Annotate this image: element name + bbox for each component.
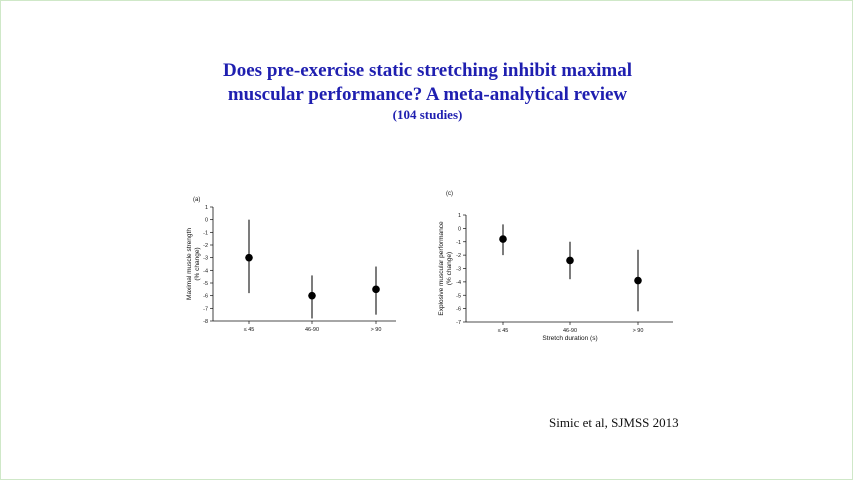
data-point bbox=[372, 285, 380, 294]
y-tick-label: 1 bbox=[205, 205, 208, 211]
data-point bbox=[634, 276, 642, 285]
chart-panel-c: (c) 1 0 -1 -2 -3 -4 -5 -6 -7 ≤ 45 46-90 > 90 Explosiv… bbox=[438, 191, 673, 342]
x-axis-label: Stretch duration (s) bbox=[542, 335, 597, 342]
x-tick-label: 46-90 bbox=[305, 327, 319, 333]
slide-title: Does pre-exercise static stretching inhi… bbox=[1, 59, 853, 107]
y-tick-label: 0 bbox=[205, 218, 208, 224]
panel-label: (c) bbox=[446, 191, 453, 197]
y-axis-label-line2: (% change) bbox=[194, 247, 201, 280]
x-tick-label: > 90 bbox=[633, 328, 644, 334]
data-point bbox=[308, 291, 316, 300]
y-tick-label: -6 bbox=[456, 307, 461, 313]
y-axis-label-line2: (% change) bbox=[446, 252, 453, 285]
x-tick-label: > 90 bbox=[371, 327, 382, 333]
panel-label: (a) bbox=[193, 197, 200, 203]
y-tick-label: -5 bbox=[456, 293, 461, 299]
y-tick-label: -7 bbox=[203, 306, 208, 312]
y-tick-label: -5 bbox=[203, 281, 208, 287]
data-point bbox=[245, 253, 253, 262]
y-tick-label: -1 bbox=[203, 230, 208, 236]
y-tick-label: -8 bbox=[203, 319, 208, 325]
y-tick-label: -4 bbox=[203, 268, 208, 274]
slide-subtitle: (104 studies) bbox=[392, 107, 463, 122]
citation: Simic et al, SJMSS 2013 bbox=[549, 415, 679, 430]
y-tick-label: -3 bbox=[203, 256, 208, 262]
y-tick-label: -4 bbox=[456, 280, 461, 286]
title-line-1: Does pre-exercise static stretching inhi… bbox=[223, 60, 632, 81]
y-axis-label-line1: Maximal muscle strength bbox=[186, 228, 193, 300]
y-tick-label: -3 bbox=[456, 267, 461, 273]
x-tick-label: 46-90 bbox=[563, 328, 577, 334]
y-tick-label: -2 bbox=[203, 243, 208, 249]
x-tick-label: ≤ 45 bbox=[498, 328, 509, 334]
chart-panel-a: (a) 1 0 -1 -2 -3 -4 -5 -6 -7 -8 ≤ 45 46-90 > 90 Maxima… bbox=[186, 197, 396, 333]
y-tick-label: 0 bbox=[458, 226, 461, 232]
x-tick-label: ≤ 45 bbox=[244, 327, 255, 333]
y-tick-label: -1 bbox=[456, 240, 461, 246]
title-line-2: muscular performance? A meta-analytical … bbox=[227, 84, 628, 105]
y-axis-label-line1: Explosive muscular performance bbox=[438, 221, 445, 316]
y-tick-label: -2 bbox=[456, 253, 461, 259]
y-tick-label: -6 bbox=[203, 294, 208, 300]
y-tick-label: -7 bbox=[456, 320, 461, 326]
data-point bbox=[566, 256, 574, 265]
y-tick-label: 1 bbox=[458, 213, 461, 219]
data-point bbox=[499, 235, 507, 243]
